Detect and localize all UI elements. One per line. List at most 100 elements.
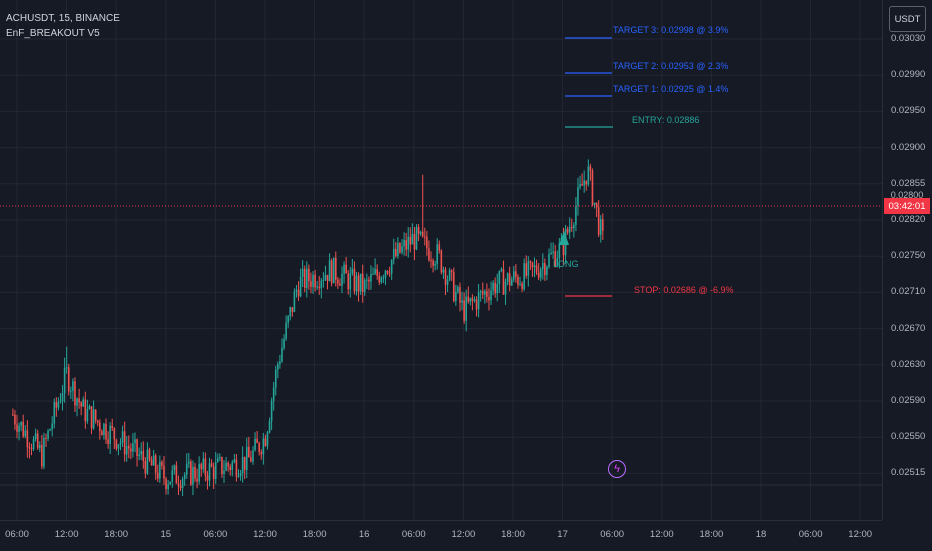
- candle-body: [469, 297, 472, 302]
- candle-body: [399, 242, 401, 253]
- candle-body: [419, 231, 422, 234]
- candle-body: [136, 439, 138, 456]
- candle-body: [593, 202, 596, 205]
- symbol-title[interactable]: ACHUSDT, 15, BINANCE: [6, 13, 120, 24]
- candle-body: [101, 431, 103, 436]
- candle-body: [173, 465, 176, 471]
- candle-body: [390, 260, 393, 274]
- candle-body: [428, 248, 430, 261]
- candle-body: [12, 414, 14, 416]
- candle-body: [134, 439, 136, 444]
- candle-body: [43, 437, 45, 467]
- time-tick: 15: [160, 529, 172, 540]
- candle-body: [322, 280, 325, 282]
- candle-body: [484, 291, 486, 295]
- candle-body: [386, 270, 389, 274]
- candle-body: [18, 425, 20, 432]
- candle-body: [434, 263, 436, 266]
- candle-body: [301, 268, 304, 277]
- price-tick: 0.02750: [891, 250, 926, 262]
- candle-body: [312, 274, 314, 288]
- candle-body: [587, 166, 590, 185]
- candle-body: [508, 273, 511, 286]
- candle-body: [510, 279, 513, 286]
- candle-body: [403, 239, 405, 247]
- countdown-badge: 03:42:01: [884, 198, 930, 214]
- candle-body: [221, 457, 223, 475]
- candle-body: [192, 466, 194, 485]
- candle-body: [235, 459, 238, 477]
- candle-body: [210, 463, 213, 467]
- candle-body: [167, 484, 169, 490]
- candle-body: [113, 428, 116, 440]
- candle-body: [523, 263, 525, 290]
- candle-body: [177, 483, 180, 486]
- candle-body: [107, 439, 109, 444]
- candle-body: [248, 446, 250, 458]
- candle-body: [185, 463, 188, 475]
- candle-body: [366, 279, 368, 281]
- candle-body: [299, 276, 302, 297]
- price-tick: 0.02590: [891, 395, 926, 406]
- candle-body: [374, 269, 376, 274]
- candle-body: [163, 465, 165, 479]
- candlestick-chart[interactable]: [0, 0, 882, 520]
- candle-body: [463, 300, 465, 321]
- candle-body: [450, 270, 453, 273]
- candle-body: [337, 279, 339, 284]
- candle-body: [579, 184, 581, 188]
- candle-body: [51, 423, 53, 430]
- chart-pane[interactable]: ACHUSDT, 15, BINANCE EnF_BREAKOUT V5 TAR…: [0, 0, 882, 520]
- candle-body: [320, 280, 323, 289]
- candle-body: [421, 231, 424, 237]
- candle-body: [74, 381, 76, 406]
- candle-body: [111, 425, 114, 429]
- time-tick: 06:00: [401, 529, 426, 540]
- candle-body: [88, 406, 91, 410]
- candle-body: [597, 207, 600, 235]
- candle-body: [169, 481, 171, 485]
- candle-body: [440, 250, 443, 273]
- target2-label: TARGET 2: 0.02953 @ 2.3%: [613, 61, 729, 71]
- candle-body: [380, 277, 383, 283]
- candle-body: [82, 399, 85, 407]
- currency-button[interactable]: USDT: [889, 6, 926, 32]
- candle-body: [438, 244, 441, 251]
- lightning-icon[interactable]: ϟ: [608, 460, 626, 478]
- candle-body: [417, 226, 420, 234]
- long-signal-label: LONG: [553, 259, 579, 269]
- candle-body: [363, 280, 366, 293]
- candle-body: [92, 409, 95, 429]
- candle-body: [591, 170, 594, 205]
- candle-body: [452, 272, 455, 302]
- candle-body: [570, 226, 573, 229]
- candle-body: [546, 266, 548, 276]
- candle-body: [351, 268, 354, 274]
- price-axis[interactable]: 0.03030 0.02990 0.02950 0.02900 0.02855 0.028…: [882, 0, 932, 520]
- candle-body: [467, 296, 470, 302]
- candle-body: [475, 299, 478, 310]
- candle-body: [513, 271, 515, 280]
- candle-body: [529, 261, 532, 263]
- candle-body: [519, 283, 521, 285]
- candle-body: [229, 466, 232, 471]
- indicator-name[interactable]: EnF_BREAKOUT V5: [6, 28, 100, 39]
- candle-body: [150, 459, 153, 466]
- candle-body: [291, 307, 294, 312]
- candle-body: [283, 338, 285, 348]
- candle-body: [310, 281, 312, 288]
- price-tick: 0.02630: [891, 358, 926, 370]
- candle-body: [397, 242, 399, 257]
- candle-body: [198, 463, 200, 482]
- price-tick: 0.02950: [891, 105, 926, 117]
- candle-body: [544, 263, 546, 276]
- candle-body: [566, 229, 569, 233]
- candle-body: [541, 263, 544, 270]
- candle-body: [486, 291, 488, 297]
- time-axis[interactable]: 06:00 12:00 18:00 15 06:00 12:00 18:00 16 06:00 1…: [0, 520, 882, 551]
- candle-body: [32, 439, 35, 450]
- time-tick: 12:00: [451, 529, 476, 540]
- candle-body: [308, 268, 310, 282]
- candle-body: [473, 299, 476, 301]
- candle-body: [481, 291, 484, 295]
